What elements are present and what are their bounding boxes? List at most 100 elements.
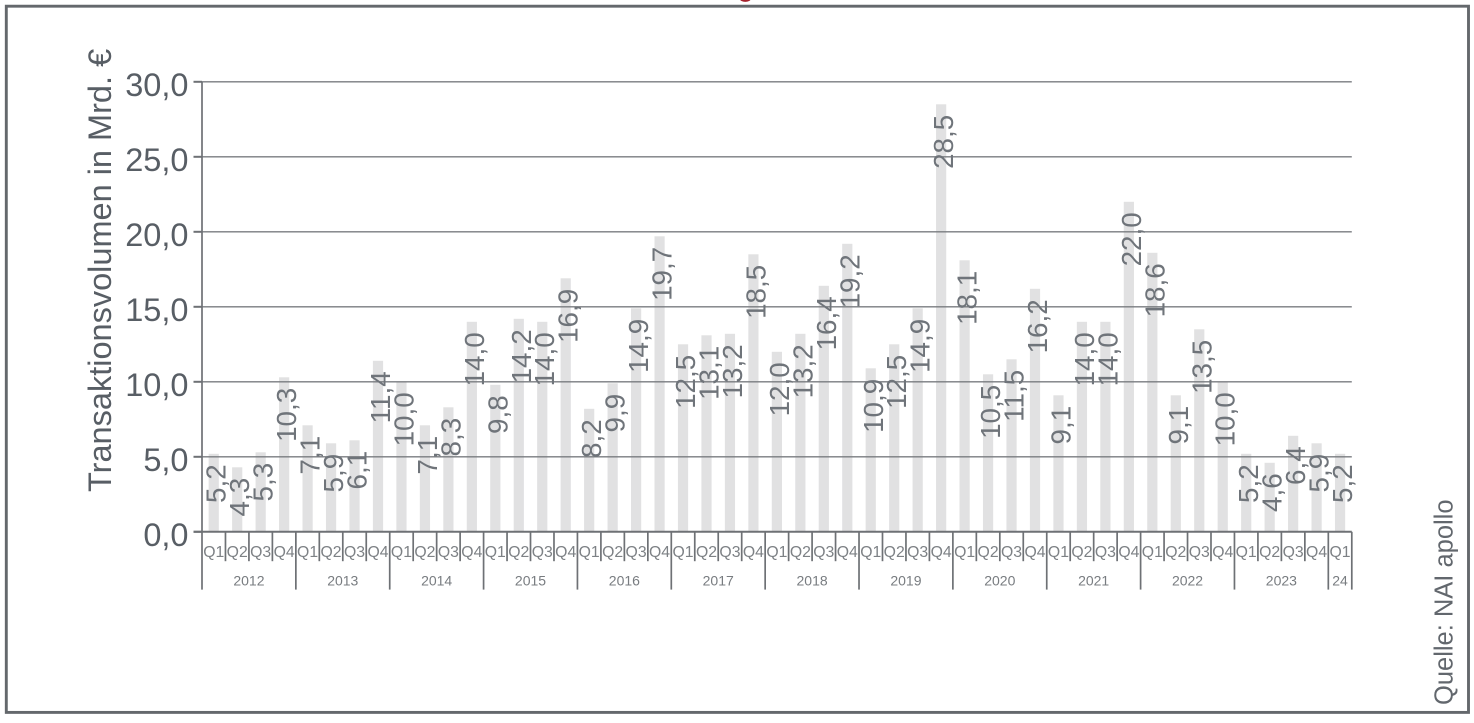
svg-text:13,5: 13,5 (1186, 340, 1217, 394)
svg-text:16,9: 16,9 (553, 289, 584, 343)
svg-text:9,1: 9,1 (1045, 406, 1076, 445)
svg-text:Q2: Q2 (978, 544, 999, 561)
svg-text:30,0: 30,0 (125, 67, 188, 103)
svg-text:Q1: Q1 (579, 544, 600, 561)
svg-text:Q3: Q3 (626, 544, 647, 561)
svg-text:14,9: 14,9 (905, 319, 936, 373)
svg-text:9,1: 9,1 (1163, 406, 1194, 445)
svg-text:Q3: Q3 (250, 544, 271, 561)
svg-text:2020: 2020 (984, 572, 1015, 588)
svg-text:Q4: Q4 (367, 544, 388, 561)
svg-text:18,6: 18,6 (1139, 263, 1170, 317)
svg-text:12,5: 12,5 (881, 355, 912, 409)
svg-text:Q4: Q4 (1212, 544, 1233, 561)
svg-text:Q2: Q2 (414, 544, 435, 561)
svg-text:2019: 2019 (890, 572, 921, 588)
svg-text:13,1: 13,1 (694, 346, 725, 400)
svg-text:5,2: 5,2 (1233, 464, 1264, 503)
svg-text:13,2: 13,2 (717, 344, 748, 398)
svg-text:Q1: Q1 (766, 544, 787, 561)
svg-text:Q4: Q4 (1306, 544, 1327, 561)
svg-text:Q2: Q2 (884, 544, 905, 561)
svg-text:0,0: 0,0 (143, 517, 188, 553)
svg-text:19,7: 19,7 (647, 247, 678, 301)
svg-text:Q1: Q1 (297, 544, 318, 561)
svg-text:14,2: 14,2 (506, 329, 537, 383)
svg-text:Q1: Q1 (860, 544, 881, 561)
svg-text:11,4: 11,4 (365, 371, 396, 423)
svg-text:Q2: Q2 (1259, 544, 1280, 561)
svg-text:Q4: Q4 (931, 544, 952, 561)
svg-text:5,9: 5,9 (1304, 454, 1335, 493)
svg-text:6,4: 6,4 (1280, 446, 1311, 485)
svg-text:22,0: 22,0 (1116, 212, 1147, 266)
svg-text:2014: 2014 (421, 572, 452, 588)
svg-text:24: 24 (1332, 572, 1348, 588)
svg-text:2022: 2022 (1172, 572, 1203, 588)
svg-text:Q1: Q1 (485, 544, 506, 561)
svg-text:9,8: 9,8 (482, 395, 513, 434)
svg-text:Q1: Q1 (391, 544, 412, 561)
svg-text:Q3: Q3 (907, 544, 928, 561)
svg-text:Q4: Q4 (1024, 544, 1045, 561)
svg-text:13,2: 13,2 (787, 344, 818, 398)
svg-text:20,0: 20,0 (125, 217, 188, 253)
svg-text:Q4: Q4 (837, 544, 858, 561)
svg-text:Q2: Q2 (321, 544, 342, 561)
svg-text:2012: 2012 (233, 572, 264, 588)
svg-text:12,0: 12,0 (764, 362, 795, 416)
svg-text:Q4: Q4 (649, 544, 670, 561)
svg-text:Q2: Q2 (1165, 544, 1186, 561)
svg-text:14,0: 14,0 (1092, 332, 1123, 386)
svg-text:18,5: 18,5 (740, 265, 771, 319)
svg-text:10,3: 10,3 (271, 388, 302, 442)
svg-text:5,2: 5,2 (201, 464, 232, 503)
svg-text:Q3: Q3 (1095, 544, 1116, 561)
svg-text:Q2: Q2 (602, 544, 623, 561)
svg-text:10,9: 10,9 (858, 379, 889, 433)
svg-text:Q2: Q2 (227, 544, 248, 561)
svg-text:5,9: 5,9 (318, 454, 349, 493)
svg-text:Q1: Q1 (1330, 544, 1351, 561)
svg-text:2013: 2013 (327, 572, 358, 588)
svg-text:9,9: 9,9 (600, 394, 631, 433)
svg-text:7,1: 7,1 (295, 436, 326, 475)
svg-text:Q2: Q2 (1071, 544, 1092, 561)
svg-text:Q3: Q3 (1283, 544, 1304, 561)
svg-text:10,0: 10,0 (388, 392, 419, 446)
svg-text:Q2: Q2 (696, 544, 717, 561)
svg-text:2016: 2016 (609, 572, 640, 588)
svg-text:Transaktionsvolumen in Mrd. €: Transaktionsvolumen in Mrd. € (82, 49, 118, 492)
svg-text:Q4: Q4 (274, 544, 295, 561)
svg-text:Q3: Q3 (813, 544, 834, 561)
svg-text:Q3: Q3 (719, 544, 740, 561)
svg-text:8,3: 8,3 (435, 418, 466, 457)
svg-text:5,0: 5,0 (143, 442, 188, 478)
svg-text:Q1: Q1 (672, 544, 693, 561)
svg-text:14,0: 14,0 (1069, 332, 1100, 386)
svg-text:28,5: 28,5 (928, 115, 959, 169)
svg-text:Q1: Q1 (1142, 544, 1163, 561)
svg-text:Q1: Q1 (1236, 544, 1257, 561)
svg-text:8,2: 8,2 (576, 419, 607, 458)
svg-text:6,1: 6,1 (342, 451, 373, 490)
svg-text:4,6: 4,6 (1257, 473, 1288, 512)
svg-text:2023: 2023 (1266, 572, 1297, 588)
svg-text:Q4: Q4 (461, 544, 482, 561)
svg-text:Q1: Q1 (954, 544, 975, 561)
svg-text:10,0: 10,0 (1210, 392, 1241, 446)
svg-text:2018: 2018 (797, 572, 828, 588)
svg-text:11,5: 11,5 (999, 370, 1030, 422)
svg-text:25,0: 25,0 (125, 142, 188, 178)
svg-text:Q3: Q3 (1189, 544, 1210, 561)
svg-text:Q3: Q3 (532, 544, 553, 561)
svg-text:14,0: 14,0 (529, 332, 560, 386)
svg-text:14,0: 14,0 (459, 332, 490, 386)
svg-text:Q3: Q3 (1001, 544, 1022, 561)
svg-text:18,1: 18,1 (952, 271, 983, 325)
svg-text:Q2: Q2 (790, 544, 811, 561)
svg-text:Quelle: NAI apollo: Quelle: NAI apollo (1431, 499, 1459, 705)
svg-text:Q3: Q3 (344, 544, 365, 561)
svg-text:Q4: Q4 (743, 544, 764, 561)
svg-text:16,2: 16,2 (1022, 299, 1053, 353)
